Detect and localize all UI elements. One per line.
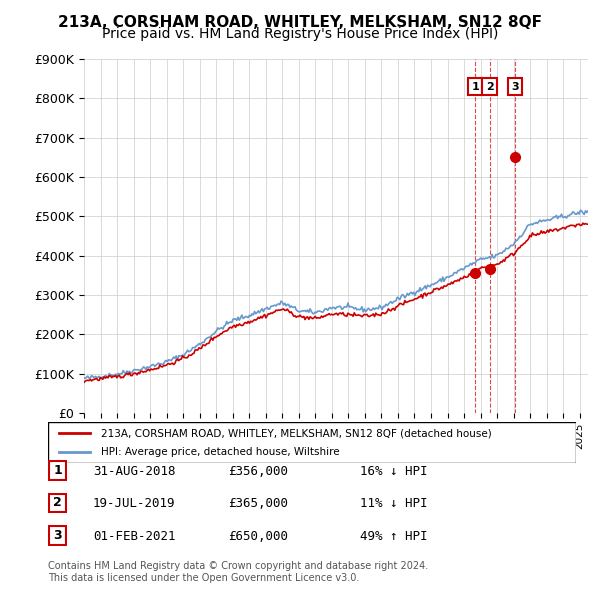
- Text: 1: 1: [53, 464, 62, 477]
- Text: 49% ↑ HPI: 49% ↑ HPI: [360, 530, 427, 543]
- Text: 1: 1: [471, 81, 479, 91]
- Text: £356,000: £356,000: [228, 465, 288, 478]
- Text: 11% ↓ HPI: 11% ↓ HPI: [360, 497, 427, 510]
- FancyBboxPatch shape: [49, 461, 66, 480]
- Text: HPI: Average price, detached house, Wiltshire: HPI: Average price, detached house, Wilt…: [101, 447, 340, 457]
- Text: Price paid vs. HM Land Registry's House Price Index (HPI): Price paid vs. HM Land Registry's House …: [102, 27, 498, 41]
- Text: £365,000: £365,000: [228, 497, 288, 510]
- Text: Contains HM Land Registry data © Crown copyright and database right 2024.
This d: Contains HM Land Registry data © Crown c…: [48, 561, 428, 583]
- Text: 3: 3: [511, 81, 519, 91]
- Text: 3: 3: [53, 529, 62, 542]
- Text: 2: 2: [485, 81, 493, 91]
- Text: 213A, CORSHAM ROAD, WHITLEY, MELKSHAM, SN12 8QF: 213A, CORSHAM ROAD, WHITLEY, MELKSHAM, S…: [58, 15, 542, 30]
- Text: 01-FEB-2021: 01-FEB-2021: [93, 530, 176, 543]
- Text: 19-JUL-2019: 19-JUL-2019: [93, 497, 176, 510]
- Text: 16% ↓ HPI: 16% ↓ HPI: [360, 465, 427, 478]
- FancyBboxPatch shape: [49, 526, 66, 545]
- FancyBboxPatch shape: [48, 422, 576, 463]
- Text: 31-AUG-2018: 31-AUG-2018: [93, 465, 176, 478]
- Text: 2: 2: [53, 496, 62, 510]
- FancyBboxPatch shape: [49, 494, 66, 512]
- Text: £650,000: £650,000: [228, 530, 288, 543]
- Text: 213A, CORSHAM ROAD, WHITLEY, MELKSHAM, SN12 8QF (detached house): 213A, CORSHAM ROAD, WHITLEY, MELKSHAM, S…: [101, 428, 491, 438]
